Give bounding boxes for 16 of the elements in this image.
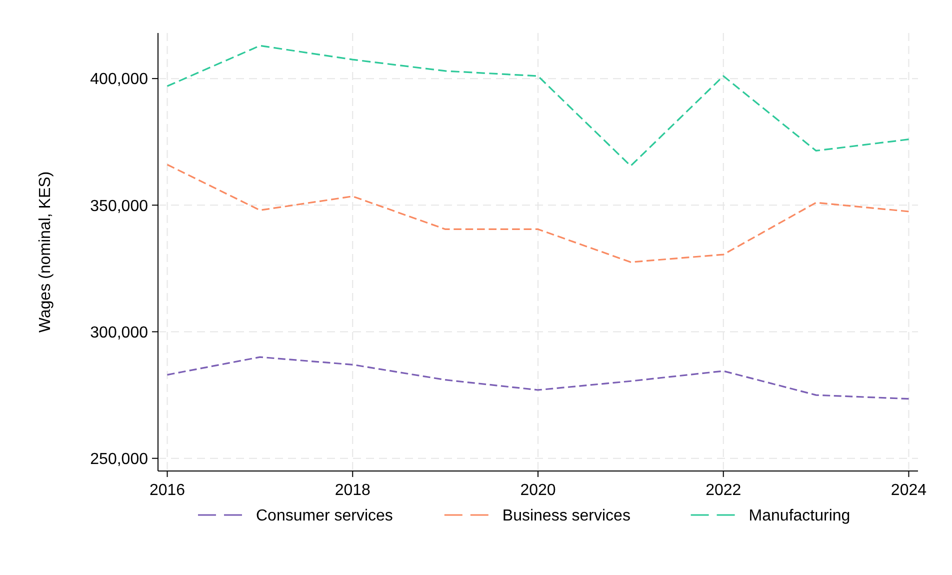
y-tick-label: 400,000 <box>90 71 148 88</box>
x-tick-label: 2024 <box>890 482 927 499</box>
x-tick-label: 2020 <box>520 482 556 499</box>
y-tick-label: 250,000 <box>90 450 148 468</box>
line-series <box>166 44 910 167</box>
legend-label: Consumer services <box>256 508 393 525</box>
legend-label: Manufacturing <box>748 508 850 525</box>
legend-label: Business services <box>502 508 630 525</box>
y-axis-title: Wages (nominal, KES) <box>37 171 54 333</box>
y-tick-label: 300,000 <box>90 324 148 342</box>
line-series <box>166 164 910 263</box>
x-tick-label: 2022 <box>706 482 742 499</box>
x-tick-label: 2016 <box>149 482 186 499</box>
x-tick-label: 2018 <box>334 482 371 499</box>
line-series <box>166 356 910 400</box>
y-tick-label: 350,000 <box>90 198 148 215</box>
